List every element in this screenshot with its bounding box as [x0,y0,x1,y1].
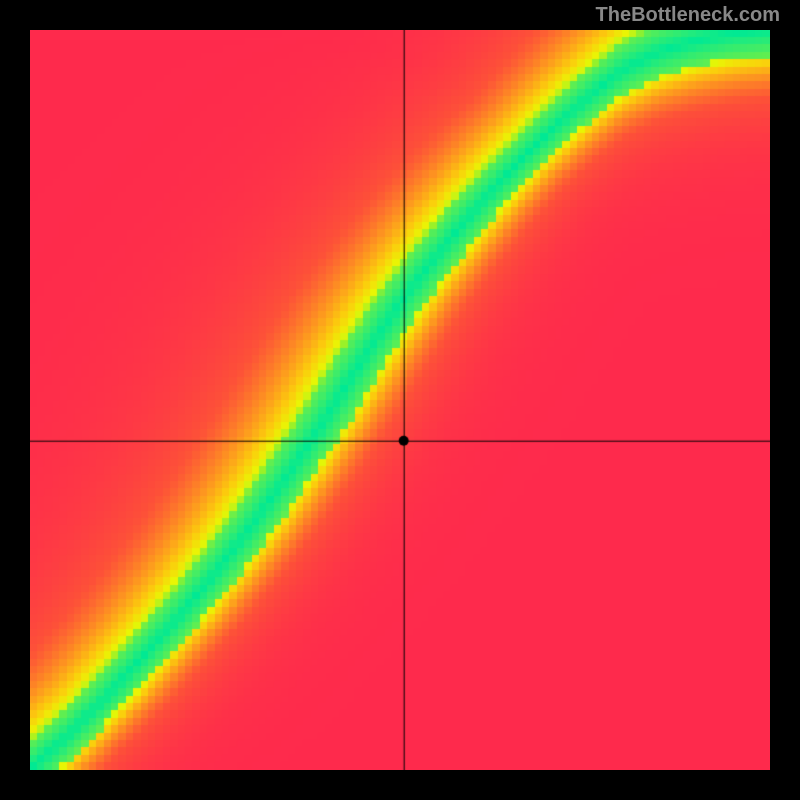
bottleneck-heatmap [30,30,770,770]
watermark-text: TheBottleneck.com [596,4,780,27]
